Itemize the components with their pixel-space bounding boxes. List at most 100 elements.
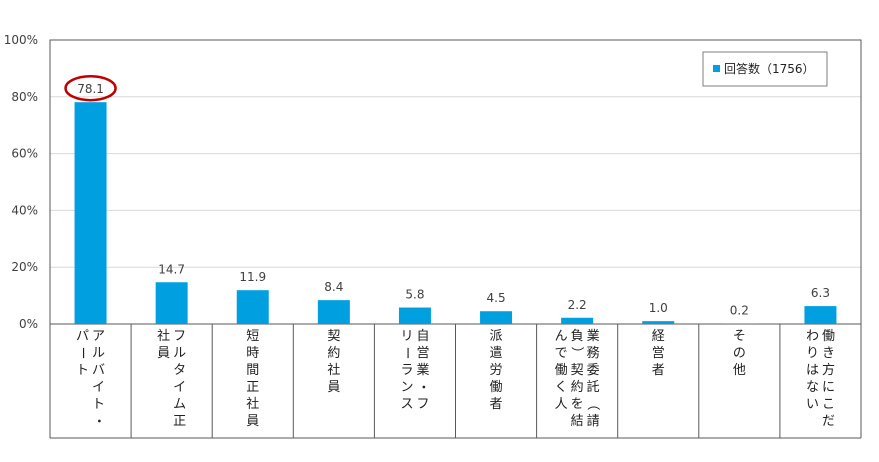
category-label-char: き bbox=[822, 346, 835, 361]
category-labels: アルバイト・パートフルタイム正社員短時間正社員契約社員自営業・フリーランス派遣労… bbox=[75, 328, 835, 429]
y-tick-label: 0% bbox=[19, 317, 38, 331]
category-label-char: 請 bbox=[587, 414, 600, 429]
category-label-char: ム bbox=[173, 397, 186, 412]
category-label-char: （ bbox=[585, 397, 600, 410]
bar bbox=[561, 317, 594, 324]
category-label-char: ン bbox=[400, 380, 413, 395]
category-label-char: 社 bbox=[157, 328, 170, 344]
y-tick-label: 60% bbox=[11, 147, 38, 161]
category-label-char: ト bbox=[92, 397, 105, 412]
category-label-char: 働 bbox=[555, 363, 568, 378]
category-label-char: 社 bbox=[246, 396, 259, 412]
y-axis-ticks: 0% 20% 40% 60% 80% 100% bbox=[4, 33, 38, 331]
legend-box bbox=[702, 51, 828, 87]
category-label-char: ・ bbox=[91, 414, 106, 427]
category-label-char: 間 bbox=[246, 363, 259, 378]
data-label: 6.3 bbox=[811, 286, 830, 300]
category-label-char: イ bbox=[92, 380, 105, 395]
category-label-char: ル bbox=[173, 346, 186, 361]
category-label-char: 約 bbox=[327, 346, 340, 361]
y-tick-label: 100% bbox=[4, 33, 38, 47]
highlight-ellipse bbox=[64, 74, 117, 102]
category-label-char: 業 bbox=[587, 328, 600, 344]
category-label-char: わ bbox=[806, 329, 819, 344]
bar bbox=[804, 306, 837, 324]
category-label-char: 派 bbox=[490, 329, 503, 344]
category-label-char: 者 bbox=[490, 397, 503, 412]
category-label-char: ラ bbox=[400, 363, 413, 378]
data-label: 11.9 bbox=[239, 270, 266, 284]
category-label-char: 労 bbox=[490, 363, 503, 378]
y-tick-label: 40% bbox=[11, 203, 38, 217]
category-label-char: ル bbox=[92, 346, 105, 361]
category-label-char: 時 bbox=[246, 346, 259, 361]
data-label: 78.1 bbox=[77, 82, 104, 96]
category-label-char: 員 bbox=[327, 380, 340, 395]
category-label-char: パ bbox=[76, 329, 89, 344]
data-label: 5.8 bbox=[405, 288, 424, 302]
category-label-char: の bbox=[733, 346, 746, 361]
category-label-char: 契 bbox=[571, 363, 584, 378]
category-label-char: イ bbox=[173, 380, 186, 395]
category-label-char: 人 bbox=[555, 397, 568, 412]
category-label-char: 業 bbox=[416, 362, 429, 378]
category-label-char: ー bbox=[399, 346, 414, 359]
category-label-char: 営 bbox=[652, 346, 665, 361]
category-label-char: そ bbox=[733, 329, 746, 344]
category-label-char: こ bbox=[822, 397, 835, 412]
category-label-char: に bbox=[822, 380, 835, 395]
category-label-char: 営 bbox=[416, 346, 429, 361]
category-label-char: だ bbox=[822, 414, 835, 429]
category-label-char: 働 bbox=[822, 329, 835, 344]
bar bbox=[398, 307, 431, 324]
legend-label: 回答数（1756） bbox=[724, 61, 815, 76]
category-label-char: ト bbox=[76, 363, 89, 378]
bar bbox=[480, 311, 513, 324]
category-label-char: 経 bbox=[652, 329, 665, 344]
category-label-char: フ bbox=[173, 329, 186, 344]
category-label-char: ア bbox=[92, 329, 105, 344]
category-label-char: り bbox=[806, 346, 819, 361]
category-label-char: 約 bbox=[571, 380, 584, 395]
category-label-char: 員 bbox=[246, 414, 259, 429]
category-label-char: 正 bbox=[246, 380, 259, 395]
legend: 回答数（1756） bbox=[702, 51, 828, 87]
bar bbox=[317, 300, 350, 324]
category-label-char: ス bbox=[400, 397, 413, 412]
data-label: 1.0 bbox=[649, 301, 668, 315]
category-label-char: タ bbox=[173, 363, 186, 378]
category-label-char: い bbox=[806, 397, 819, 412]
category-label-char: ） bbox=[569, 346, 584, 359]
category-label-char: く bbox=[555, 380, 568, 395]
data-label: 14.7 bbox=[158, 262, 185, 276]
category-label-char: バ bbox=[92, 363, 105, 378]
bar bbox=[155, 282, 188, 324]
bar bbox=[642, 321, 675, 324]
legend-swatch bbox=[713, 65, 720, 72]
category-label-char: 託 bbox=[587, 379, 600, 395]
category-label-char: ・ bbox=[415, 380, 430, 393]
y-tick-label: 80% bbox=[11, 90, 38, 104]
bar bbox=[74, 102, 107, 324]
category-label-char: 員 bbox=[157, 346, 170, 361]
data-label: 4.5 bbox=[487, 291, 506, 305]
data-label: 8.4 bbox=[324, 280, 343, 294]
category-label-char: リ bbox=[400, 329, 413, 344]
bar bbox=[723, 323, 756, 324]
category-label-char: は bbox=[806, 363, 819, 378]
bars bbox=[74, 102, 837, 324]
category-label-char: 結 bbox=[571, 414, 584, 429]
category-label-char: 務 bbox=[587, 346, 600, 361]
category-label-char: 働 bbox=[490, 380, 503, 395]
category-label-char: を bbox=[571, 397, 584, 412]
category-label-char: な bbox=[806, 380, 819, 395]
category-label-char: 委 bbox=[587, 363, 600, 378]
gridlines bbox=[49, 39, 862, 439]
category-label-char: 自 bbox=[416, 329, 429, 344]
y-tick-label: 20% bbox=[11, 260, 38, 274]
category-label-char: フ bbox=[416, 397, 429, 412]
category-label-char: で bbox=[555, 346, 568, 361]
category-label-char: 短 bbox=[246, 329, 259, 344]
category-label-char: 遣 bbox=[490, 346, 503, 361]
category-label-char: 方 bbox=[822, 362, 835, 378]
